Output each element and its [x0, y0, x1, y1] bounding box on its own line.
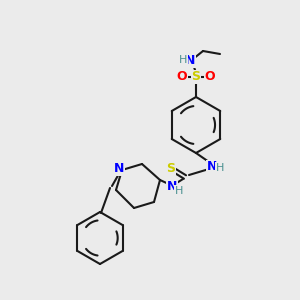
- Text: S: S: [191, 70, 200, 83]
- Text: O: O: [177, 70, 187, 83]
- Text: N: N: [185, 55, 195, 68]
- Text: O: O: [205, 70, 215, 83]
- Text: N: N: [167, 181, 177, 194]
- Text: N: N: [207, 160, 217, 173]
- Text: H: H: [179, 55, 187, 65]
- Text: S: S: [167, 161, 176, 175]
- Text: H: H: [216, 163, 224, 173]
- Text: N: N: [114, 163, 124, 176]
- Text: H: H: [175, 186, 183, 196]
